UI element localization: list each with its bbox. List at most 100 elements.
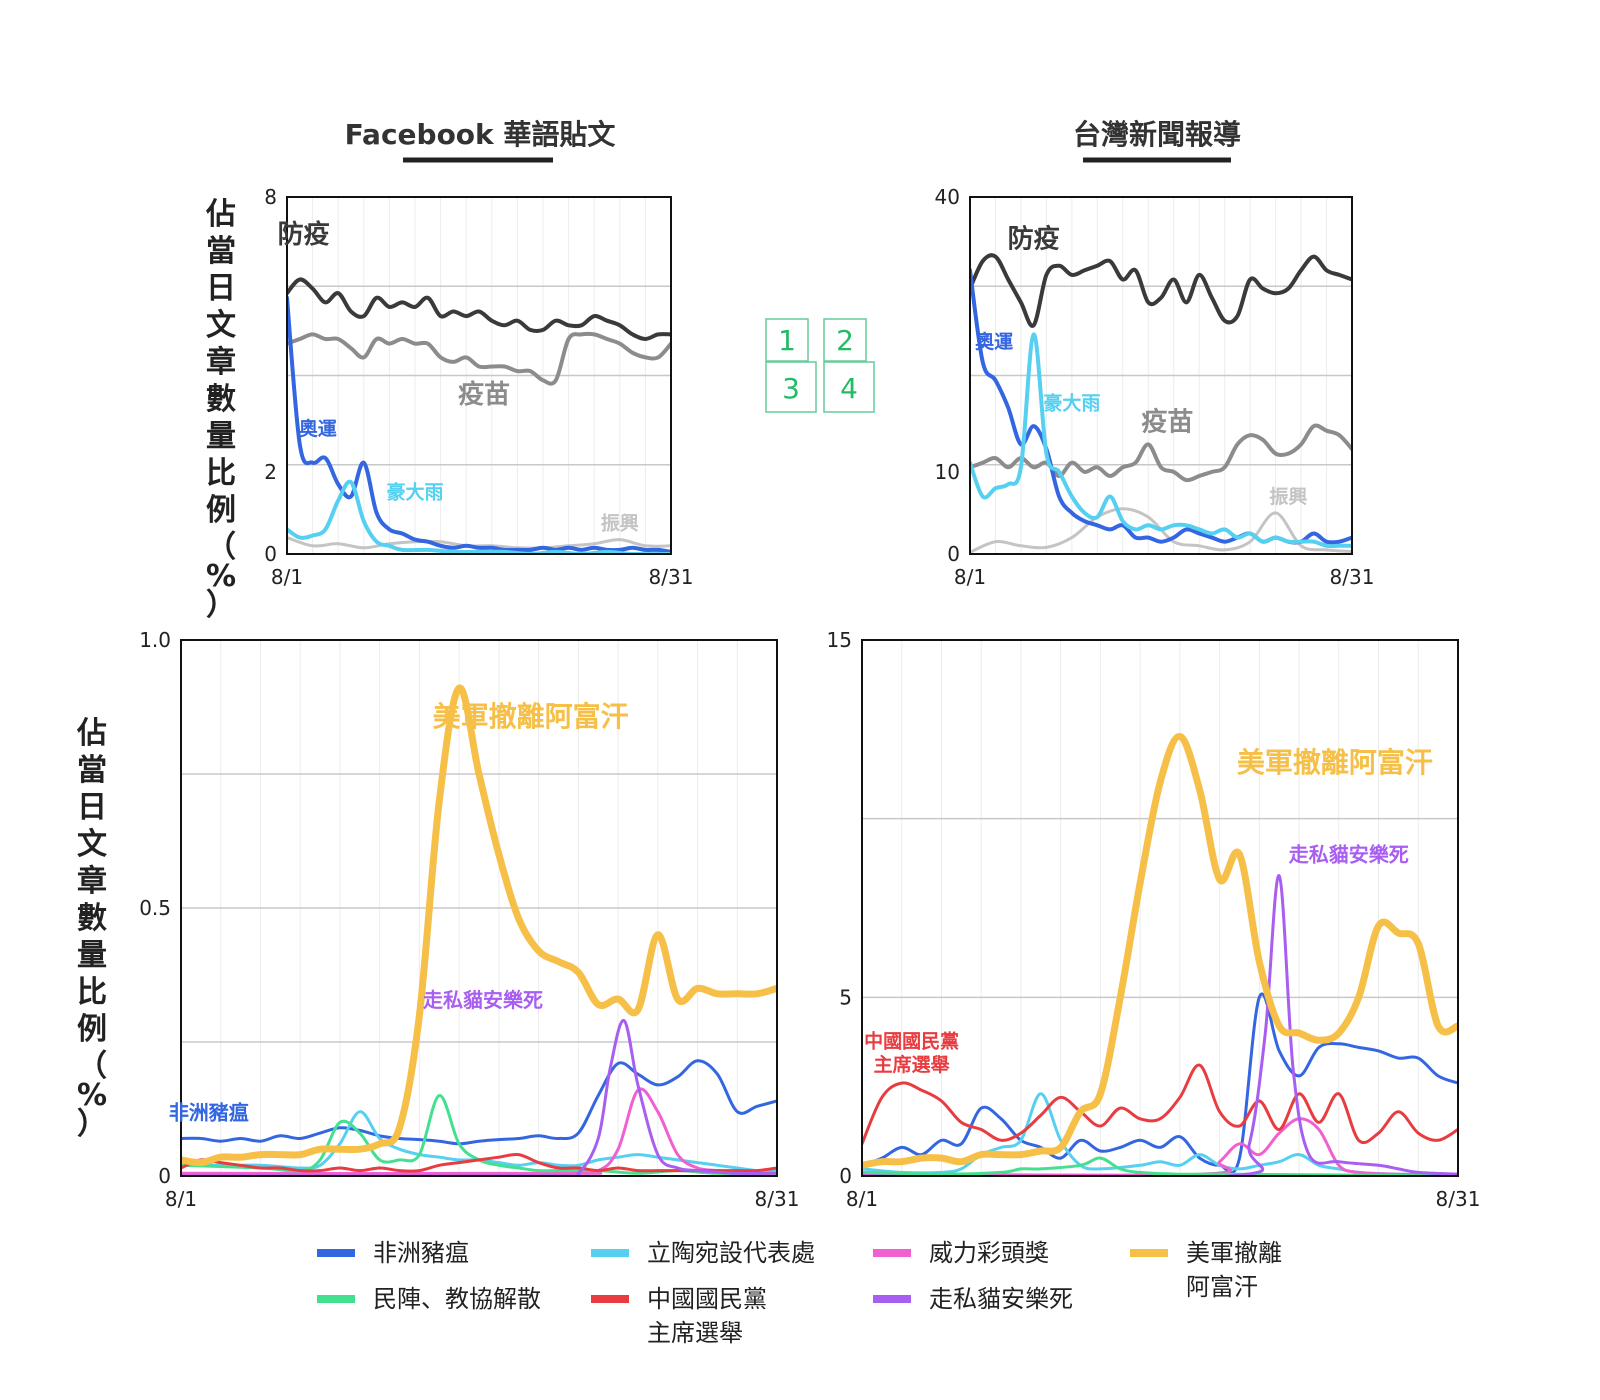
y-axis-label-char: 數 xyxy=(77,901,107,936)
legend-item: 民陣、教協解散 xyxy=(317,1285,541,1313)
y-axis-label-char: ） xyxy=(77,1107,107,1142)
y-axis-label-char: 章 xyxy=(206,345,236,380)
legend-item: 美軍撤離阿富汗 xyxy=(1130,1239,1282,1301)
header-left: Facebook 華語貼文 xyxy=(345,118,615,163)
x-tick-label-start: 8/1 xyxy=(846,1187,878,1211)
y-axis-label-char: 例 xyxy=(206,493,236,528)
series-line-1 xyxy=(862,992,1458,1175)
series-label: 防疫 xyxy=(278,219,330,250)
series-line-6 xyxy=(862,874,1458,1176)
legend-item: 立陶宛設代表處 xyxy=(591,1239,815,1267)
series-line-1 xyxy=(181,1059,777,1146)
x-tick-label-end: 8/31 xyxy=(755,1187,800,1211)
y-axis-label-char: 例 xyxy=(77,1012,107,1047)
series-label: 非洲豬瘟 xyxy=(169,1101,249,1125)
panel-key-number: 4 xyxy=(840,372,858,405)
y-axis-label-char: % xyxy=(206,559,236,594)
legend-label: 中國國民黨 xyxy=(647,1285,767,1313)
panel-key-number: 2 xyxy=(836,324,854,357)
series-label: 振興 xyxy=(1269,485,1307,508)
panel-key-box xyxy=(823,318,867,362)
x-tick-label-start: 8/1 xyxy=(954,565,986,589)
y-axis-label-char: （ xyxy=(77,1049,107,1084)
series-label: 豪大雨 xyxy=(386,481,443,504)
series-line-4 xyxy=(181,1094,777,1176)
series-label-line-2: 主席選舉 xyxy=(874,1053,951,1076)
series-line-1 xyxy=(970,253,1352,328)
panel-key: 1 2 3 4 xyxy=(765,318,875,413)
header-right: 台灣新聞報導 xyxy=(1073,118,1241,163)
horizontal-gridlines xyxy=(287,285,671,466)
series-line-5 xyxy=(181,1152,777,1173)
y-axis-label-char: 佔 xyxy=(205,197,236,232)
series-label: 走私貓安樂死 xyxy=(423,988,543,1012)
y-tick-label: 0.5 xyxy=(139,896,171,920)
x-tick-label-end: 8/31 xyxy=(1436,1187,1481,1211)
legend-item: 走私貓安樂死 xyxy=(873,1285,1073,1313)
panel-key-box xyxy=(765,361,817,413)
y-axis-label-char: 量 xyxy=(77,938,107,973)
series-label: 中國國民黨主席選舉 xyxy=(864,1029,959,1076)
series-line-4 xyxy=(287,295,671,554)
series-label: 美軍撤離阿富汗 xyxy=(1237,746,1433,779)
series-line-5 xyxy=(970,332,1352,549)
y-axis-label-char: 當 xyxy=(206,234,236,269)
y-axis-label-char: ） xyxy=(206,588,236,623)
y-tick-label: 40 xyxy=(935,185,960,209)
series-label: 疫苗 xyxy=(458,379,510,410)
y-tick-label: 0 xyxy=(158,1164,171,1188)
series-line-1 xyxy=(287,277,671,341)
chart-panel-4: 0 5 15 8/1 8/31 中國國民黨主席選舉 走私貓安樂死 美軍撤離阿富汗 xyxy=(827,628,1481,1211)
y-tick-label: 10 xyxy=(935,460,960,484)
y-axis-label-char: 章 xyxy=(77,864,107,899)
x-tick-label-start: 8/1 xyxy=(165,1187,197,1211)
series-label: 防疫 xyxy=(1008,223,1060,254)
series-label: 奧運 xyxy=(975,330,1013,353)
plot-frame xyxy=(861,639,1459,1177)
y-axis-label-char: 量 xyxy=(206,419,236,454)
series-line-2 xyxy=(970,423,1352,483)
series-line-2 xyxy=(287,331,671,386)
x-tick-label-start: 8/1 xyxy=(271,565,303,589)
legend-item: 威力彩頭獎 xyxy=(873,1239,1049,1267)
header-right-text: 台灣新聞報導 xyxy=(1073,118,1241,151)
legend-item: 中國國民黨主席選舉 xyxy=(591,1285,767,1347)
legend-label: 立陶宛設代表處 xyxy=(647,1239,815,1267)
y-tick-label: 0 xyxy=(839,1164,852,1188)
y-axis-label-char: 數 xyxy=(206,382,236,417)
legend-label: 非洲豬瘟 xyxy=(373,1239,469,1267)
y-tick-label: 8 xyxy=(264,185,277,209)
y-tick-label: 0 xyxy=(947,542,960,566)
y-axis-label-char: 佔 xyxy=(76,716,107,751)
y-axis-label-char: 當 xyxy=(77,753,107,788)
x-tick-label-end: 8/31 xyxy=(1330,565,1375,589)
series-line-6 xyxy=(181,1019,777,1176)
y-axis-label-char: 比 xyxy=(206,456,236,491)
series-line-5 xyxy=(862,1063,1458,1146)
plot-frame xyxy=(969,196,1353,555)
series-line-2 xyxy=(181,1110,777,1173)
y-tick-label: 15 xyxy=(827,628,852,652)
series-label: 豪大雨 xyxy=(1043,392,1100,415)
series-line-7 xyxy=(181,684,777,1167)
series-label: 奧運 xyxy=(299,417,337,440)
y-tick-label: 0 xyxy=(264,542,277,566)
panel-key-number: 3 xyxy=(782,372,800,405)
y-axis-label-char: 日 xyxy=(206,271,236,306)
panel-key-box xyxy=(765,318,809,362)
series-label: 振興 xyxy=(601,511,639,534)
y-tick-label: 2 xyxy=(264,460,277,484)
y-axis-label-char: 比 xyxy=(77,975,107,1010)
legend-label: 民陣、教協解散 xyxy=(373,1285,541,1313)
panel-key-number: 1 xyxy=(778,324,796,357)
series-lines xyxy=(862,733,1458,1176)
y-axis-label-char: % xyxy=(77,1078,107,1113)
series-line-4 xyxy=(862,1156,1458,1176)
y-axis-label-char: 文 xyxy=(206,308,236,343)
y-axis-label-char: （ xyxy=(206,530,236,565)
